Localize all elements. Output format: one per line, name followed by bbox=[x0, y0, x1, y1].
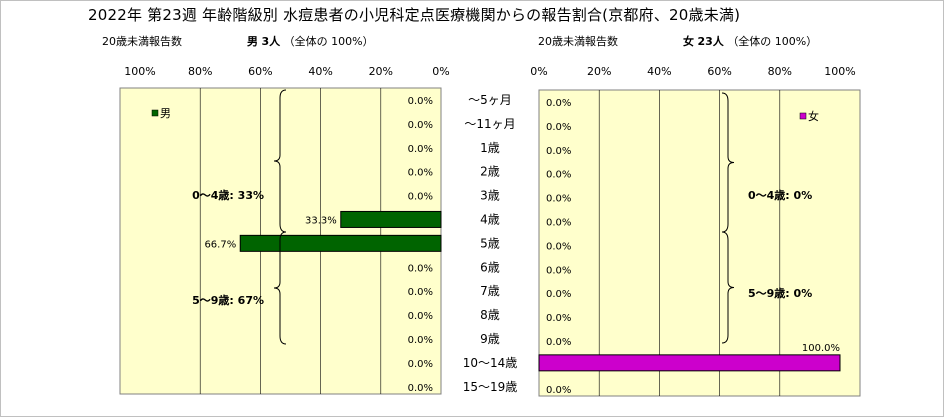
right-x-tick-label: 40% bbox=[647, 65, 671, 78]
category-label: 4歳 bbox=[480, 212, 500, 226]
male-legend-swatch bbox=[151, 109, 159, 117]
chart-title: 2022年 第23週 年齢階級別 水痘患者の小児科定点医療機関からの報告割合(京… bbox=[88, 6, 741, 24]
category-label: 5歳 bbox=[480, 236, 500, 250]
right-x-tick-label: 0% bbox=[530, 65, 547, 78]
right-subtitle-note: （全体の 100%） bbox=[727, 35, 818, 48]
male-value-label: 0.0% bbox=[408, 359, 433, 370]
left-x-tick-label: 40% bbox=[308, 65, 332, 78]
right-brace-5-9 bbox=[721, 231, 735, 344]
male-value-label: 0.0% bbox=[408, 168, 433, 179]
category-label: 9歳 bbox=[480, 332, 500, 346]
male-value-label: 0.0% bbox=[408, 120, 433, 131]
female-value-label: 0.0% bbox=[546, 289, 571, 300]
male-value-label: 0.0% bbox=[408, 335, 433, 346]
female-legend-label: 女 bbox=[808, 109, 819, 123]
female-value-label: 0.0% bbox=[546, 241, 571, 252]
female-value-label: 100.0% bbox=[802, 343, 840, 354]
male-value-label: 66.7% bbox=[204, 239, 236, 250]
left-x-tick-label: 80% bbox=[188, 65, 212, 78]
category-label: 8歳 bbox=[480, 308, 500, 322]
male-legend-label: 男 bbox=[160, 107, 171, 120]
left-subtitle: 20歳未満報告数 男 3人 （全体の 100%） bbox=[102, 33, 374, 49]
right-brace-0-4 bbox=[721, 92, 735, 233]
female-value-label: 0.0% bbox=[546, 122, 571, 133]
left-brace-0-4 bbox=[273, 89, 287, 233]
left-annotation-5-9: 5～9歳: 67% bbox=[192, 293, 264, 307]
category-label: ～11ヶ月 bbox=[464, 117, 515, 131]
category-label: 7歳 bbox=[480, 284, 500, 298]
male-value-label: 0.0% bbox=[408, 192, 433, 203]
right-x-tick-label: 20% bbox=[587, 65, 611, 78]
category-label: 1歳 bbox=[480, 141, 500, 155]
left-subtitle-sex: 男 bbox=[247, 35, 258, 48]
female-value-label: 0.0% bbox=[546, 385, 571, 396]
female-value-label: 0.0% bbox=[546, 217, 571, 228]
male-value-label: 0.0% bbox=[408, 311, 433, 322]
female-legend-swatch bbox=[799, 112, 807, 120]
female-value-label: 0.0% bbox=[546, 146, 571, 157]
female-value-label: 0.0% bbox=[546, 265, 571, 276]
male-value-label: 33.3% bbox=[305, 215, 337, 226]
left-subtitle-note: （全体の 100%） bbox=[283, 35, 374, 48]
left-x-tick-label: 60% bbox=[248, 65, 272, 78]
category-label: 2歳 bbox=[480, 165, 500, 179]
right-x-tick-label: 80% bbox=[768, 65, 792, 78]
category-label: 10～14歳 bbox=[463, 356, 518, 370]
left-x-tick-label: 20% bbox=[369, 65, 393, 78]
right-subtitle-prefix: 20歳未満報告数 bbox=[538, 35, 618, 48]
left-x-tick-label: 100% bbox=[124, 65, 155, 78]
female-value-label: 0.0% bbox=[546, 194, 571, 205]
right-subtitle-count: 23人 bbox=[697, 35, 724, 48]
male-bar bbox=[340, 210, 442, 228]
right-x-tick-label: 100% bbox=[824, 65, 855, 78]
right-x-tick-label: 60% bbox=[707, 65, 731, 78]
female-value-label: 0.0% bbox=[546, 98, 571, 109]
male-value-label: 0.0% bbox=[408, 263, 433, 274]
left-x-tick-label: 0% bbox=[432, 65, 449, 78]
female-bar bbox=[538, 354, 841, 372]
female-value-label: 0.0% bbox=[546, 170, 571, 181]
right-annotation-0-4: 0～4歳: 0% bbox=[748, 188, 812, 202]
left-annotation-0-4: 0～4歳: 33% bbox=[192, 188, 264, 202]
female-value-label: 0.0% bbox=[546, 337, 571, 348]
right-plot-area bbox=[538, 89, 861, 397]
right-subtitle-sex: 女 bbox=[683, 35, 694, 48]
male-bar bbox=[239, 234, 442, 252]
male-value-label: 0.0% bbox=[408, 383, 433, 394]
category-label: ～5ヶ月 bbox=[468, 93, 512, 107]
male-value-label: 0.0% bbox=[408, 144, 433, 155]
category-label: 3歳 bbox=[480, 189, 500, 203]
right-annotation-5-9: 5～9歳: 0% bbox=[748, 286, 812, 300]
category-label: 15～19歳 bbox=[463, 380, 518, 394]
right-subtitle: 20歳未満報告数 女 23人 （全体の 100%） bbox=[538, 33, 817, 49]
left-subtitle-prefix: 20歳未満報告数 bbox=[102, 35, 182, 48]
male-value-label: 0.0% bbox=[408, 96, 433, 107]
category-label: 6歳 bbox=[480, 260, 500, 274]
left-brace-5-9 bbox=[273, 231, 287, 345]
male-value-label: 0.0% bbox=[408, 287, 433, 298]
left-subtitle-count: 3人 bbox=[261, 35, 281, 48]
female-value-label: 0.0% bbox=[546, 313, 571, 324]
